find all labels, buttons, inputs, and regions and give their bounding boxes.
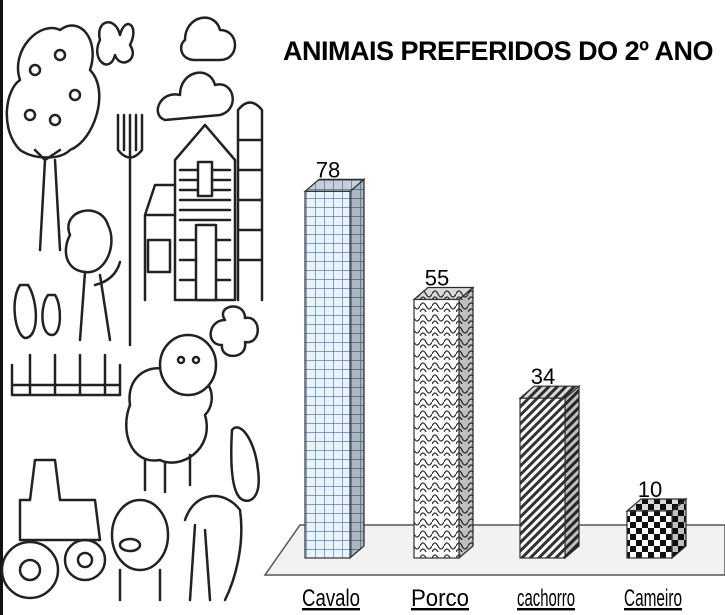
plot: 78 Cavalo 55 Porco 34 cachorro 10 Cameiro xyxy=(302,157,688,612)
value-label: 55 xyxy=(425,266,449,291)
value-label: 34 xyxy=(531,364,555,389)
chart-title: ANIMAIS PREFERIDOS DO 2º ANO xyxy=(283,36,713,66)
x-tick-label: Porco xyxy=(411,585,469,612)
bar-side xyxy=(349,178,365,560)
bar xyxy=(412,286,475,560)
bar-front xyxy=(519,397,566,559)
bar-side xyxy=(458,286,474,560)
x-tick-label: Cameiro xyxy=(624,585,682,612)
bar xyxy=(303,178,366,560)
bar-front xyxy=(626,510,673,559)
value-label: 78 xyxy=(316,157,340,182)
bar xyxy=(518,384,581,560)
x-tick-label: cachorro xyxy=(517,585,575,612)
illustration xyxy=(0,0,264,615)
bar-front xyxy=(304,190,351,559)
bar-side xyxy=(564,384,580,560)
value-label: 10 xyxy=(638,477,662,502)
bar xyxy=(625,497,688,560)
x-tick-label: Cavalo xyxy=(302,585,360,612)
chart-floor xyxy=(263,524,725,576)
bar-front xyxy=(413,298,460,559)
